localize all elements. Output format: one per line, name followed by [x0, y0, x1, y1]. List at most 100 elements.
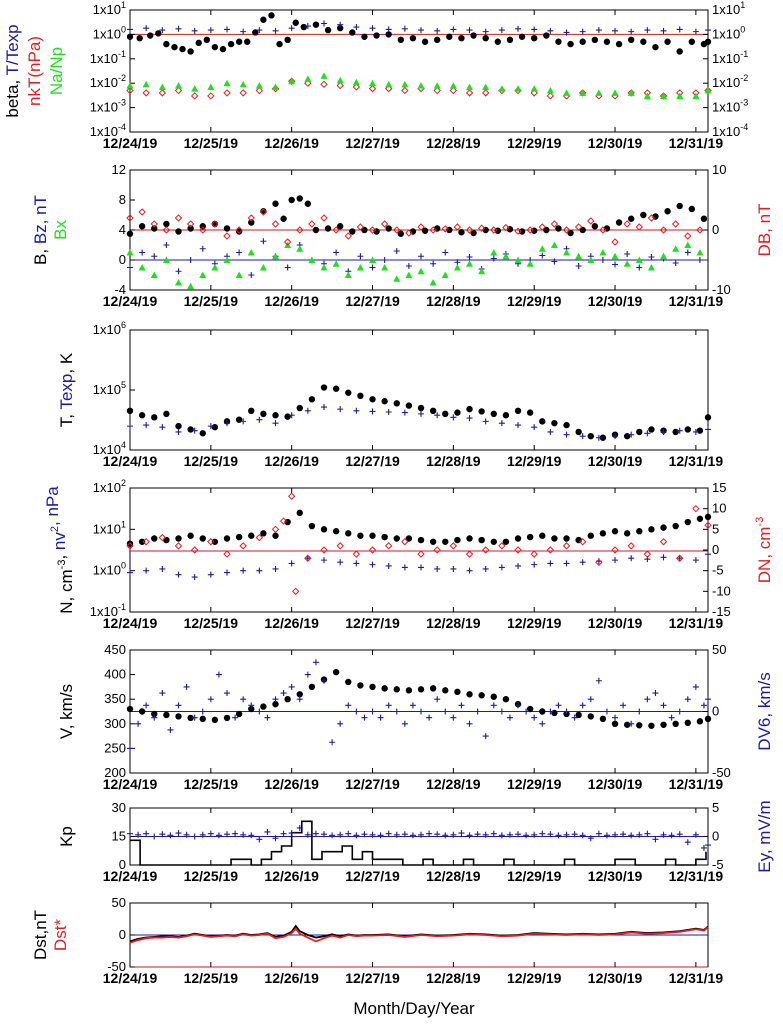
data-point [353, 832, 360, 839]
data-point [482, 83, 490, 90]
data-point [563, 29, 570, 36]
data-point [478, 408, 485, 415]
x-tick-label: 12/27/19 [345, 135, 400, 151]
data-point [187, 48, 194, 55]
data-point [223, 89, 231, 97]
data-point [223, 79, 231, 87]
y2-tick-label: 15 [712, 480, 726, 495]
y2-tick-label: 1x10-3 [712, 98, 748, 115]
data-point [191, 833, 198, 840]
data-point [648, 722, 655, 729]
data-point [466, 567, 473, 574]
data-point [211, 43, 219, 51]
data-point [296, 404, 303, 412]
data-point [271, 525, 280, 534]
data-point [207, 571, 214, 578]
data-point [611, 89, 619, 96]
data-point [515, 831, 522, 838]
y-tick-label: 1x100 [93, 24, 126, 41]
data-point [280, 215, 287, 222]
label-part: Dst* [51, 919, 70, 952]
y-tick-label: 4 [119, 222, 126, 237]
data-point [434, 696, 441, 703]
data-point [288, 830, 295, 837]
x-tick-label: 12/27/19 [345, 453, 400, 469]
data-point [207, 696, 214, 703]
y-tick-label: 300 [104, 716, 126, 731]
data-point [244, 38, 251, 45]
label-part: Dst,nT [31, 910, 50, 960]
data-point [401, 409, 408, 416]
data-point [644, 830, 651, 837]
x-tick-label: 12/31/19 [669, 868, 724, 884]
data-point [357, 532, 364, 539]
tick-exponent: 5 [121, 380, 126, 390]
y-axis-label: V, km/s [57, 684, 76, 739]
data-point [418, 27, 425, 34]
data-point [248, 702, 255, 709]
data-point [175, 571, 182, 578]
data-point [255, 82, 263, 89]
y2-tick-label: 1x101 [712, 0, 745, 17]
data-point [458, 229, 465, 236]
data-point [660, 428, 667, 435]
data-point [539, 708, 546, 715]
data-point [684, 518, 691, 526]
data-point [138, 208, 146, 216]
data-point [187, 714, 194, 722]
data-point [304, 200, 312, 207]
data-point [199, 430, 206, 437]
data-point [336, 223, 344, 230]
data-point [676, 427, 683, 434]
data-point [530, 89, 538, 97]
data-point [482, 733, 489, 740]
data-point [304, 554, 312, 562]
x-tick-label: 12/27/19 [345, 615, 400, 631]
data-point [186, 220, 195, 228]
tick-mantissa: 1x10 [712, 2, 740, 17]
data-point [312, 830, 319, 837]
data-point [704, 715, 712, 723]
data-point [647, 214, 656, 222]
series-t [126, 384, 712, 441]
data-point [135, 720, 142, 727]
data-point [353, 407, 360, 414]
tick-mantissa: 1x10 [90, 100, 118, 115]
data-point [187, 426, 194, 433]
x-tick-label: 12/24/19 [103, 615, 158, 631]
y-tick-label: 0 [119, 252, 126, 267]
data-point [405, 402, 413, 409]
data-point [514, 535, 522, 542]
data-point [546, 87, 554, 94]
label-part: DN, cm [755, 527, 774, 584]
data-point [595, 27, 602, 34]
data-point [175, 702, 182, 709]
data-point [611, 252, 619, 260]
data-point [405, 229, 413, 237]
data-point [676, 26, 683, 33]
tick-mantissa: 1x10 [93, 521, 121, 536]
tick-exponent: -4 [118, 122, 126, 132]
data-point [127, 264, 133, 271]
data-point [417, 550, 425, 558]
label-part: T, [57, 410, 76, 428]
data-point [453, 223, 462, 231]
data-point [175, 830, 182, 837]
data-point [449, 542, 458, 550]
data-point [380, 220, 389, 228]
data-point [551, 709, 558, 717]
data-point [207, 538, 215, 546]
data-point [139, 249, 146, 256]
data-point [466, 415, 473, 422]
data-point [623, 530, 631, 537]
x-tick-label: 12/24/19 [103, 293, 158, 309]
data-point [369, 683, 376, 691]
data-point [284, 36, 291, 44]
data-point [506, 714, 513, 721]
y-tick-label: -50 [107, 959, 126, 974]
x-tick-label: 12/24/19 [103, 970, 158, 986]
data-point [555, 832, 562, 839]
data-point [171, 43, 178, 51]
data-point [344, 271, 352, 278]
data-point [640, 211, 647, 219]
